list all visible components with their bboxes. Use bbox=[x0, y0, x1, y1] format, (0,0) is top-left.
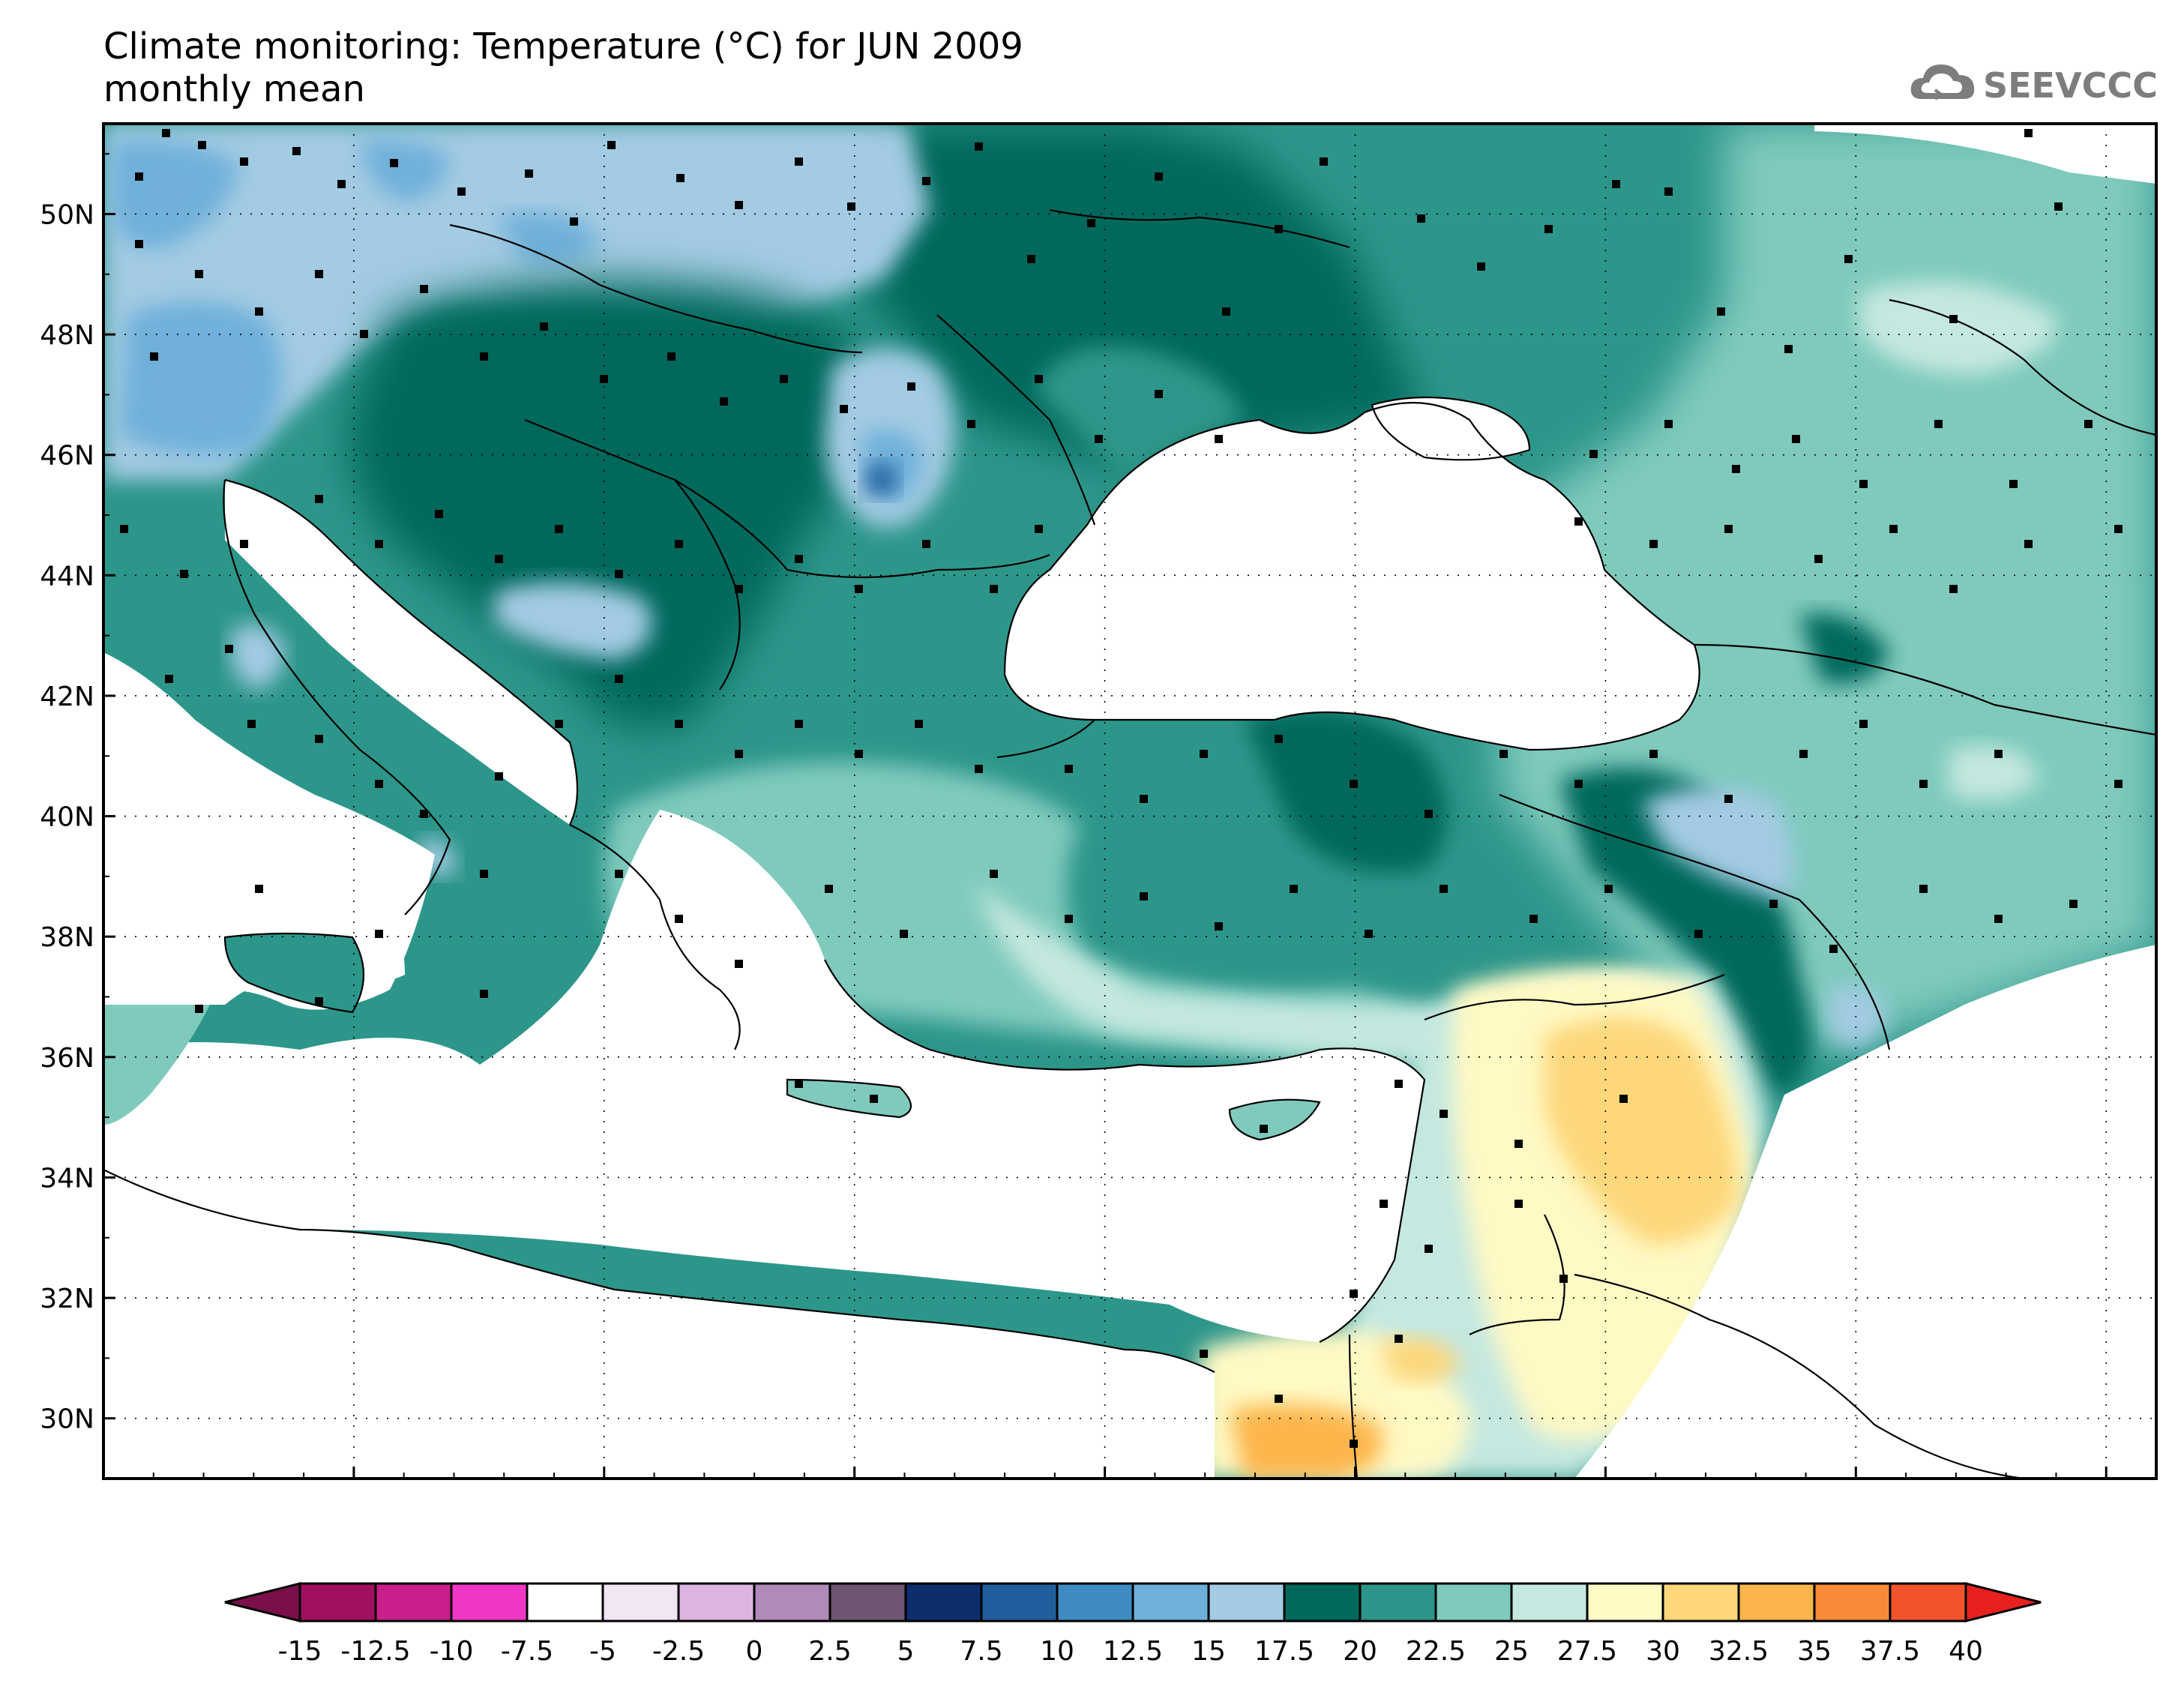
y-tick-label: 42N bbox=[40, 682, 94, 712]
colorbar-label: 27.5 bbox=[1557, 1636, 1617, 1667]
colorbar-box bbox=[677, 1582, 756, 1623]
colorbar-box bbox=[1207, 1582, 1286, 1623]
y-tick-label: 32N bbox=[40, 1284, 94, 1314]
colorbar-label: 5 bbox=[897, 1636, 915, 1667]
y-tick-label: 46N bbox=[40, 441, 94, 472]
seevccc-logo: SEEVCCC bbox=[1910, 64, 2158, 106]
x-tick-label: 35E bbox=[1329, 1497, 1381, 1500]
plot-frame bbox=[102, 122, 2158, 1480]
colorbar-label: 0 bbox=[746, 1636, 763, 1667]
colorbar-label: 37.5 bbox=[1860, 1636, 1920, 1667]
colorbar-box bbox=[450, 1582, 529, 1623]
crete bbox=[787, 1080, 911, 1117]
colorbar-box bbox=[1586, 1582, 1664, 1623]
logo-text: SEEVCCC bbox=[1983, 65, 2158, 106]
x-axis: 10E 15E 20E 25E 30E 35E 40E 45E 50E bbox=[78, 1467, 2132, 1500]
colorbar-label: 7.5 bbox=[960, 1636, 1002, 1667]
coastlines-and-borders bbox=[103, 208, 2156, 1479]
x-tick-label: 40E bbox=[1580, 1497, 1631, 1500]
y-tick-label: 38N bbox=[40, 922, 94, 953]
colorbar-box bbox=[374, 1582, 453, 1623]
colorbar-label: 10 bbox=[1040, 1636, 1074, 1667]
colorbar-label: 35 bbox=[1797, 1636, 1832, 1667]
colorbar-label: 32.5 bbox=[1709, 1636, 1769, 1667]
map-subtitle: monthly mean bbox=[103, 68, 365, 110]
colorbar-box bbox=[1283, 1582, 1362, 1623]
colorbar-box bbox=[1813, 1582, 1892, 1623]
colorbar-box bbox=[1737, 1582, 1816, 1623]
y-tick-label: 44N bbox=[40, 561, 94, 592]
colorbar-label: 17.5 bbox=[1254, 1636, 1314, 1667]
y-axis: 30N 32N 34N 36N 38N 40N 42N 44N 46N 48N 50N bbox=[40, 153, 115, 1479]
colorbar-label: -5 bbox=[589, 1636, 616, 1667]
colorbar-label: 22.5 bbox=[1406, 1636, 1466, 1667]
x-tick-label: 20E bbox=[579, 1497, 631, 1500]
colorbar-box bbox=[1359, 1582, 1437, 1623]
cyprus bbox=[1230, 1099, 1320, 1140]
x-tick-label: 50E bbox=[2081, 1497, 2132, 1500]
adriatic-sea bbox=[225, 480, 577, 825]
colorbar-box bbox=[1510, 1582, 1589, 1623]
colorbar-label: 20 bbox=[1343, 1636, 1377, 1667]
colorbar-label: 40 bbox=[1949, 1636, 1983, 1667]
station-markers bbox=[120, 129, 2123, 1448]
sicily bbox=[225, 933, 364, 1012]
colorbar-box bbox=[980, 1582, 1059, 1623]
colorbar-over-triangle bbox=[1964, 1582, 2042, 1623]
colorbar-box bbox=[526, 1582, 604, 1623]
y-tick-label: 34N bbox=[40, 1163, 94, 1194]
colorbar-under-triangle bbox=[224, 1582, 301, 1623]
colorbar-box bbox=[753, 1582, 831, 1623]
colorbar-box bbox=[1661, 1582, 1740, 1623]
colorbar-boxes bbox=[224, 1582, 2042, 1623]
colorbar-box bbox=[298, 1582, 377, 1623]
colorbar-label: 15 bbox=[1191, 1636, 1226, 1667]
mediterranean-sea-east bbox=[103, 810, 1425, 1342]
north-africa bbox=[103, 1170, 1215, 1479]
colorbar-label: -10 bbox=[430, 1636, 474, 1667]
black-sea bbox=[1005, 403, 1700, 750]
temperature-field bbox=[103, 124, 2156, 1479]
sea-of-azov bbox=[1372, 397, 1529, 460]
x-tick-label: 25E bbox=[828, 1497, 880, 1500]
colorbar-label: -2.5 bbox=[652, 1636, 705, 1667]
colorbar-box bbox=[828, 1582, 907, 1623]
colorbar-label: 30 bbox=[1646, 1636, 1680, 1667]
colorbar-label: 25 bbox=[1494, 1636, 1529, 1667]
colorbar-label: 2.5 bbox=[808, 1636, 851, 1667]
colorbar-box bbox=[1889, 1582, 1967, 1623]
colorbar-box bbox=[1131, 1582, 1210, 1623]
colorbar-label: -12.5 bbox=[340, 1636, 410, 1667]
y-tick-label: 48N bbox=[40, 320, 94, 351]
x-tick-label: 45E bbox=[1830, 1497, 1882, 1500]
x-tick-label: 15E bbox=[328, 1497, 380, 1500]
y-tick-label: 30N bbox=[40, 1404, 94, 1435]
x-tick-label: 30E bbox=[1079, 1497, 1131, 1500]
cloud-icon bbox=[1910, 64, 1975, 100]
colorbar-box bbox=[1056, 1582, 1134, 1623]
colorbar-box bbox=[1434, 1582, 1513, 1623]
colorbar-label: 12.5 bbox=[1103, 1636, 1163, 1667]
colorbar-box bbox=[601, 1582, 680, 1623]
temperature-map: 10E 15E 20E 25E 30E 35E 40E 45E 50E 30N 32N 34N 36N… bbox=[40, 122, 2158, 1500]
colorbar-labels: -15 -12.5 -10 -7.5 -5 -2.5 0 2.5 5 7.5 10 12.5 15 17.… bbox=[278, 1636, 1983, 1667]
colorbar-label: -15 bbox=[278, 1636, 322, 1667]
y-tick-label: 40N bbox=[40, 802, 94, 833]
y-tick-label: 50N bbox=[40, 199, 94, 230]
x-tick-label: 10E bbox=[78, 1497, 130, 1500]
map-title: Climate monitoring: Temperature (°C) for… bbox=[103, 25, 1023, 67]
colorbar-label: -7.5 bbox=[501, 1636, 553, 1667]
colorbar-box bbox=[904, 1582, 983, 1623]
y-tick-label: 36N bbox=[40, 1043, 94, 1074]
